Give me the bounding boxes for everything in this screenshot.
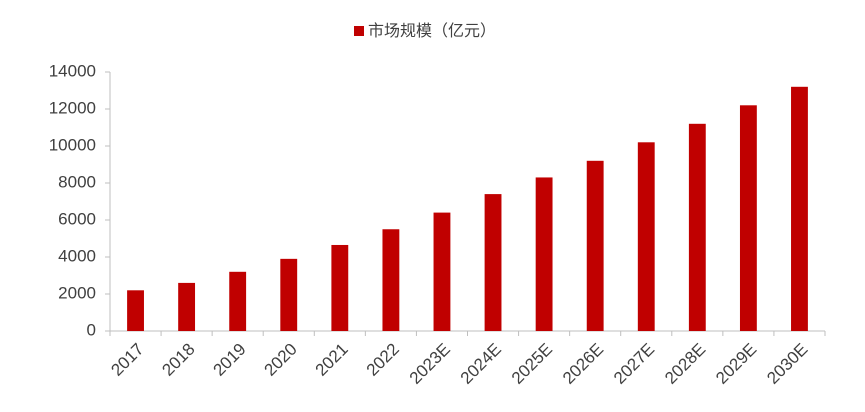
legend-label: 市场规模（亿元）: [368, 22, 496, 40]
x-tick-label: 2027E: [610, 340, 658, 388]
bar: [484, 194, 502, 331]
x-tick-label: 2023E: [406, 340, 454, 388]
x-tick-label: 2019: [209, 340, 249, 380]
y-tick-label: 12000: [49, 98, 96, 117]
x-tick-label: 2020: [261, 340, 301, 380]
bar: [637, 142, 655, 331]
bar: [331, 244, 349, 331]
bar: [178, 282, 196, 331]
y-tick-label: 8000: [58, 172, 96, 191]
y-tick-label: 6000: [58, 209, 96, 228]
x-tick-label: 2018: [158, 340, 198, 380]
y-tick-label: 4000: [58, 246, 96, 265]
x-tick-label: 2026E: [559, 340, 607, 388]
y-tick-label: 2000: [58, 283, 96, 302]
bar: [739, 105, 757, 331]
x-tick-label: 2028E: [661, 340, 709, 388]
x-tick-label: 2024E: [457, 340, 505, 388]
x-tick-label: 2030E: [763, 340, 811, 388]
y-tick-label: 10000: [49, 135, 96, 154]
bar: [586, 160, 604, 331]
x-tick-label: 2022: [363, 340, 403, 380]
x-tick-label: 2029E: [712, 340, 760, 388]
y-tick-label: 0: [87, 320, 96, 339]
x-tick-label: 2017: [107, 340, 147, 380]
bar: [382, 229, 400, 331]
bar: [433, 212, 451, 331]
bar: [688, 123, 706, 331]
x-tick-label: 2025E: [508, 340, 556, 388]
bar: [127, 290, 144, 331]
y-tick-label: 14000: [49, 61, 96, 80]
bar: [535, 177, 553, 331]
x-tick-label: 2021: [312, 340, 352, 380]
bar: [280, 258, 298, 331]
legend-swatch: [354, 26, 364, 36]
bar: [229, 271, 247, 331]
bar: [791, 86, 808, 331]
